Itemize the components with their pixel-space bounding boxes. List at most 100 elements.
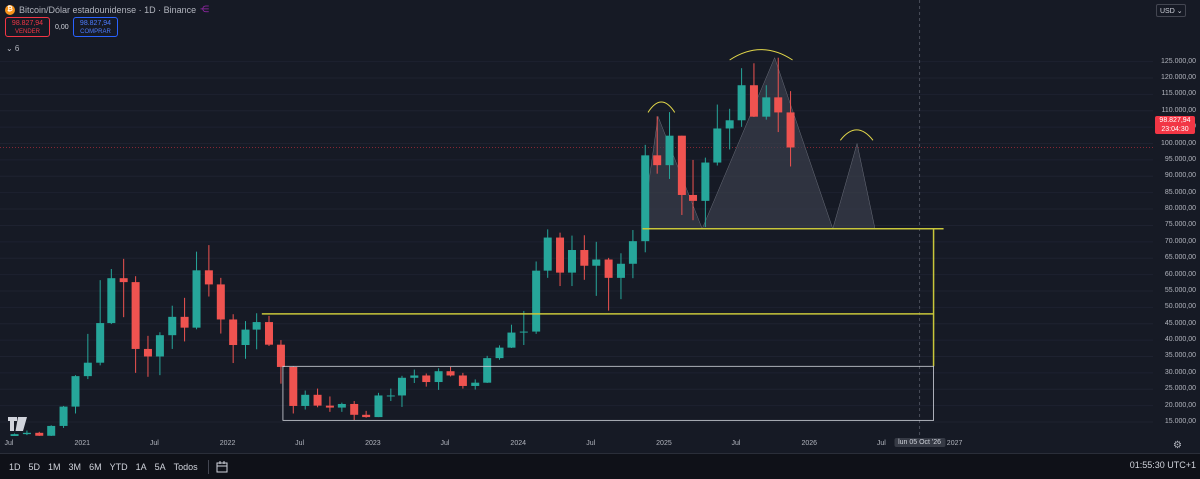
- candle-body: [71, 376, 80, 407]
- candle-body: [749, 85, 758, 117]
- candle-body: [10, 434, 19, 436]
- candle-body: [434, 371, 443, 383]
- crosshair-date-label: lun 05 Oct '26: [894, 438, 946, 447]
- price-chart[interactable]: [0, 0, 1153, 436]
- symbol-menu-icon[interactable]: ⋲: [200, 4, 210, 14]
- price-tick-label: 45.000,00: [1164, 319, 1196, 327]
- time-tick-label: Jul: [440, 440, 450, 447]
- pattern-arc: [839, 129, 874, 141]
- candle-body: [604, 259, 613, 278]
- symbol-title[interactable]: Bitcoin/Dólar estadounidense · 1D · Bina…: [19, 4, 197, 15]
- timeframe-button-5d[interactable]: 5D: [28, 461, 41, 472]
- price-tick-label: 80.000,00: [1164, 205, 1196, 213]
- timeframe-button-1d[interactable]: 1D: [9, 461, 21, 472]
- price-scale[interactable]: 125.000,00 120.000,00 115.000,00 110.000,00…: [1153, 0, 1200, 436]
- current-price-value: 98.827,94: [1159, 117, 1191, 124]
- price-tick-label: 110.000,00: [1161, 106, 1196, 114]
- candle-body: [786, 112, 795, 148]
- time-tick-label: Jul: [586, 440, 596, 447]
- candle-body: [507, 332, 516, 348]
- candle-body: [495, 347, 504, 359]
- candle-body: [276, 344, 285, 367]
- time-scale[interactable]: Jul 2021 Jul 2022 Jul 2023 Jul 2024 Jul 2025 Jul 20…: [0, 436, 1153, 453]
- candle-body: [397, 377, 406, 396]
- price-tick-label: 120.000,00: [1160, 74, 1196, 82]
- timeframe-button-todos[interactable]: Todos: [173, 461, 198, 472]
- timeframe-button-ytd[interactable]: YTD: [109, 461, 128, 472]
- timezone-clock[interactable]: 01:55:30 UTC+1: [1129, 460, 1196, 470]
- candle-body: [47, 425, 56, 436]
- candle-body: [107, 278, 116, 324]
- candle-body: [543, 237, 552, 271]
- candle-body: [446, 371, 455, 376]
- pattern-arc: [729, 49, 793, 61]
- candle-body: [762, 97, 771, 117]
- head-and-shoulders-pattern: [642, 57, 876, 230]
- sell-button[interactable]: 98.827,94 VENDER: [5, 17, 50, 37]
- candle-body: [580, 250, 589, 266]
- price-tick-label: 95.000,00: [1164, 155, 1196, 163]
- candle-body: [289, 366, 298, 406]
- toolbar-divider: [207, 459, 209, 474]
- candle-body: [386, 395, 395, 397]
- timeframe-button-3m[interactable]: 3M: [68, 461, 82, 472]
- calendar-icon[interactable]: [215, 460, 229, 474]
- candle-body: [641, 155, 650, 242]
- timeframe-button-1m[interactable]: 1M: [48, 461, 61, 472]
- time-tick-label: Jul: [295, 440, 305, 447]
- timeframe-button-5a[interactable]: 5A: [154, 461, 166, 472]
- candle-body: [313, 394, 322, 406]
- candle-body: [532, 270, 541, 332]
- candle-body: [143, 348, 152, 357]
- time-tick-label: Jul: [149, 440, 159, 447]
- time-tick-label: 2027: [946, 440, 963, 447]
- price-tick-label: 40.000,00: [1164, 336, 1196, 344]
- pattern-arc: [647, 101, 676, 113]
- buy-button[interactable]: 98.827,94 COMPRAR: [73, 17, 118, 37]
- candle-body: [725, 120, 734, 129]
- timeframe-button-1a[interactable]: 1A: [135, 461, 147, 472]
- candle-body: [229, 319, 238, 346]
- price-tick-label: 125.000,00: [1160, 57, 1196, 65]
- time-tick-label: 2026: [801, 440, 818, 447]
- time-tick-label: Jul: [4, 440, 14, 447]
- candle-body: [653, 155, 662, 166]
- candle-body: [180, 316, 189, 328]
- price-tick-label: 75.000,00: [1164, 221, 1196, 229]
- currency-selector[interactable]: USD ⌄: [1156, 4, 1186, 17]
- time-tick-label: Jul: [876, 440, 886, 447]
- time-tick-label: 2025: [656, 440, 672, 447]
- candle-body: [192, 270, 201, 328]
- candle-body: [301, 394, 310, 406]
- chart-settings-gear-icon[interactable]: ⚙: [1173, 440, 1182, 451]
- candle-body: [155, 335, 164, 357]
- price-tick-label: 65.000,00: [1164, 254, 1196, 262]
- candle-body: [422, 375, 431, 383]
- candle-body: [701, 162, 710, 201]
- candle-body: [471, 382, 480, 386]
- candle-body: [483, 358, 492, 383]
- time-tick-label: 2024: [510, 440, 527, 447]
- candle-body: [374, 395, 383, 418]
- candle-body: [96, 323, 105, 363]
- candle-body: [592, 259, 601, 266]
- indicators-toggle[interactable]: ⌄ 6: [6, 44, 20, 53]
- sell-label: VENDER: [14, 29, 40, 35]
- candle-body: [216, 284, 225, 320]
- sell-price: 98.827,94: [11, 20, 44, 27]
- chart-legend: ₿ Bitcoin/Dólar estadounidense · 1D · Bi…: [5, 4, 209, 15]
- candle-body: [264, 322, 273, 345]
- timeframe-button-6m[interactable]: 6M: [89, 461, 102, 472]
- spread-value: 0,00: [55, 24, 69, 31]
- candle-body: [458, 375, 467, 386]
- candle-body: [737, 85, 746, 121]
- candle-body: [168, 316, 177, 336]
- candle-body: [410, 375, 419, 378]
- candle-body: [616, 263, 625, 278]
- time-tick-label: 2021: [74, 440, 91, 447]
- candle-body: [677, 135, 686, 195]
- candle-body: [665, 135, 674, 166]
- tradingview-logo-icon[interactable]: [8, 417, 30, 431]
- chart-area[interactable]: ₿ Bitcoin/Dólar estadounidense · 1D · Bi…: [0, 0, 1153, 436]
- candle-body: [350, 403, 359, 415]
